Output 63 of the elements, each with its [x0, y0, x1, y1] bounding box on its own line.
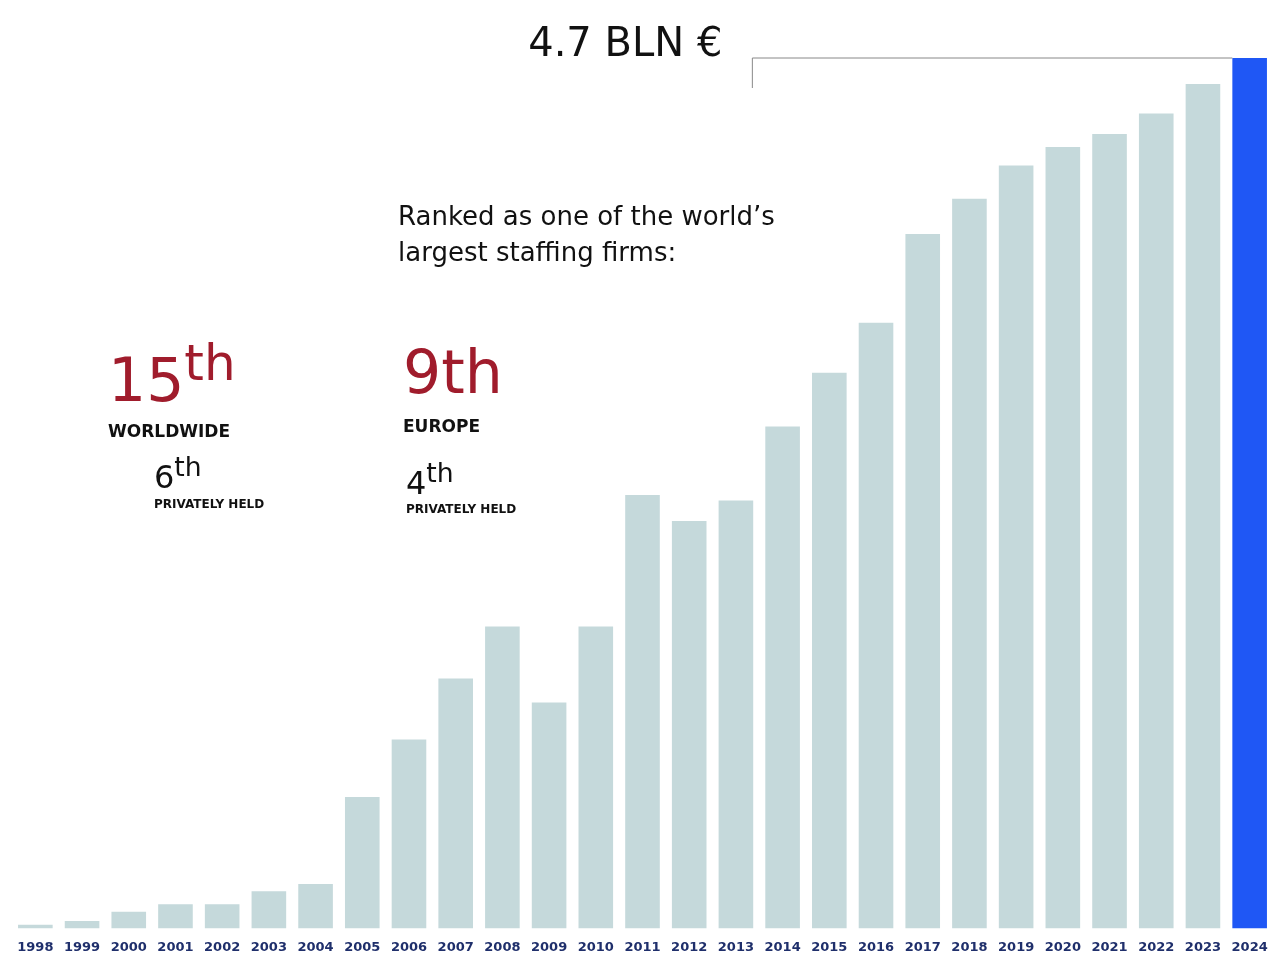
annotation: 9th	[403, 336, 503, 409]
x-tick-label: 1998	[17, 938, 54, 954]
bar	[1232, 58, 1267, 929]
bar	[1138, 113, 1174, 929]
x-tick-label: 2000	[110, 938, 147, 954]
bar	[578, 626, 614, 929]
x-tick-label: 2022	[1138, 938, 1175, 954]
bar	[671, 520, 707, 929]
x-tick-label: 1999	[63, 938, 101, 954]
bar	[1045, 146, 1081, 929]
annotation: Ranked as one of the world’s largest staffing firms:	[398, 200, 776, 270]
annotation: PRIVATELY HELD	[406, 501, 517, 518]
annotation: 15$^{th}$	[108, 333, 236, 417]
bar	[998, 165, 1034, 929]
annotation: 6$^{th}$	[154, 451, 202, 496]
data-label: 4.7 BLN €	[528, 19, 723, 66]
bar	[905, 233, 941, 929]
annotation: WORLDWIDE	[108, 420, 231, 443]
x-tick-label: 2010	[577, 938, 614, 954]
bar	[1092, 133, 1127, 929]
bar	[858, 322, 894, 929]
bar	[625, 495, 660, 929]
x-tick-label: 2019	[998, 938, 1035, 954]
bar	[485, 626, 520, 929]
x-tick-label: 2024	[1231, 938, 1268, 954]
bar	[344, 796, 380, 929]
annotation: EUROPE	[403, 415, 481, 438]
bar	[111, 911, 147, 929]
bar	[1185, 83, 1221, 929]
x-tick-label: 2017	[904, 938, 941, 954]
x-tick-label: 2007	[437, 938, 474, 954]
bar	[438, 678, 473, 929]
bar	[251, 891, 287, 929]
x-tick-label: 2015	[811, 938, 848, 954]
bar	[765, 426, 800, 929]
x-tick-label: 2004	[297, 938, 334, 954]
bar	[158, 904, 193, 929]
x-tick-label: 2018	[951, 938, 988, 954]
bar	[391, 739, 427, 929]
x-tick-label: 2001	[157, 938, 194, 954]
bar	[298, 883, 333, 929]
x-tick-label: 2003	[250, 938, 287, 954]
x-tick-label: 2006	[390, 938, 428, 954]
bar	[952, 198, 987, 929]
x-tick-label: 2016	[857, 938, 895, 954]
bar	[64, 920, 100, 929]
x-tick-label: 2011	[624, 938, 661, 954]
x-tick-label: 2012	[671, 938, 708, 954]
x-tick-label: 2021	[1091, 938, 1128, 954]
x-tick-label: 2008	[484, 938, 521, 954]
bar	[812, 372, 847, 929]
annotation: PRIVATELY HELD	[154, 496, 265, 513]
bar	[204, 904, 240, 929]
x-tick-label: 2002	[204, 938, 241, 954]
x-tick-label: 2005	[344, 938, 381, 954]
bar	[531, 702, 567, 929]
x-tick-label: 2023	[1184, 938, 1222, 954]
x-tick-label: 2013	[717, 938, 754, 954]
x-tick-label: 2009	[531, 938, 568, 954]
bar	[718, 500, 754, 929]
annotation: 4$^{th}$	[406, 457, 454, 502]
x-tick-label: 2014	[764, 938, 801, 954]
x-tick-label: 2020	[1044, 938, 1081, 954]
